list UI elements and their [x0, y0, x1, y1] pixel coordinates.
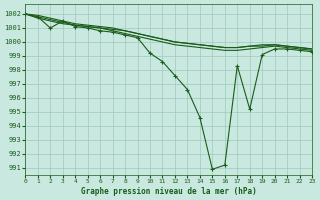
X-axis label: Graphe pression niveau de la mer (hPa): Graphe pression niveau de la mer (hPa) [81, 187, 257, 196]
